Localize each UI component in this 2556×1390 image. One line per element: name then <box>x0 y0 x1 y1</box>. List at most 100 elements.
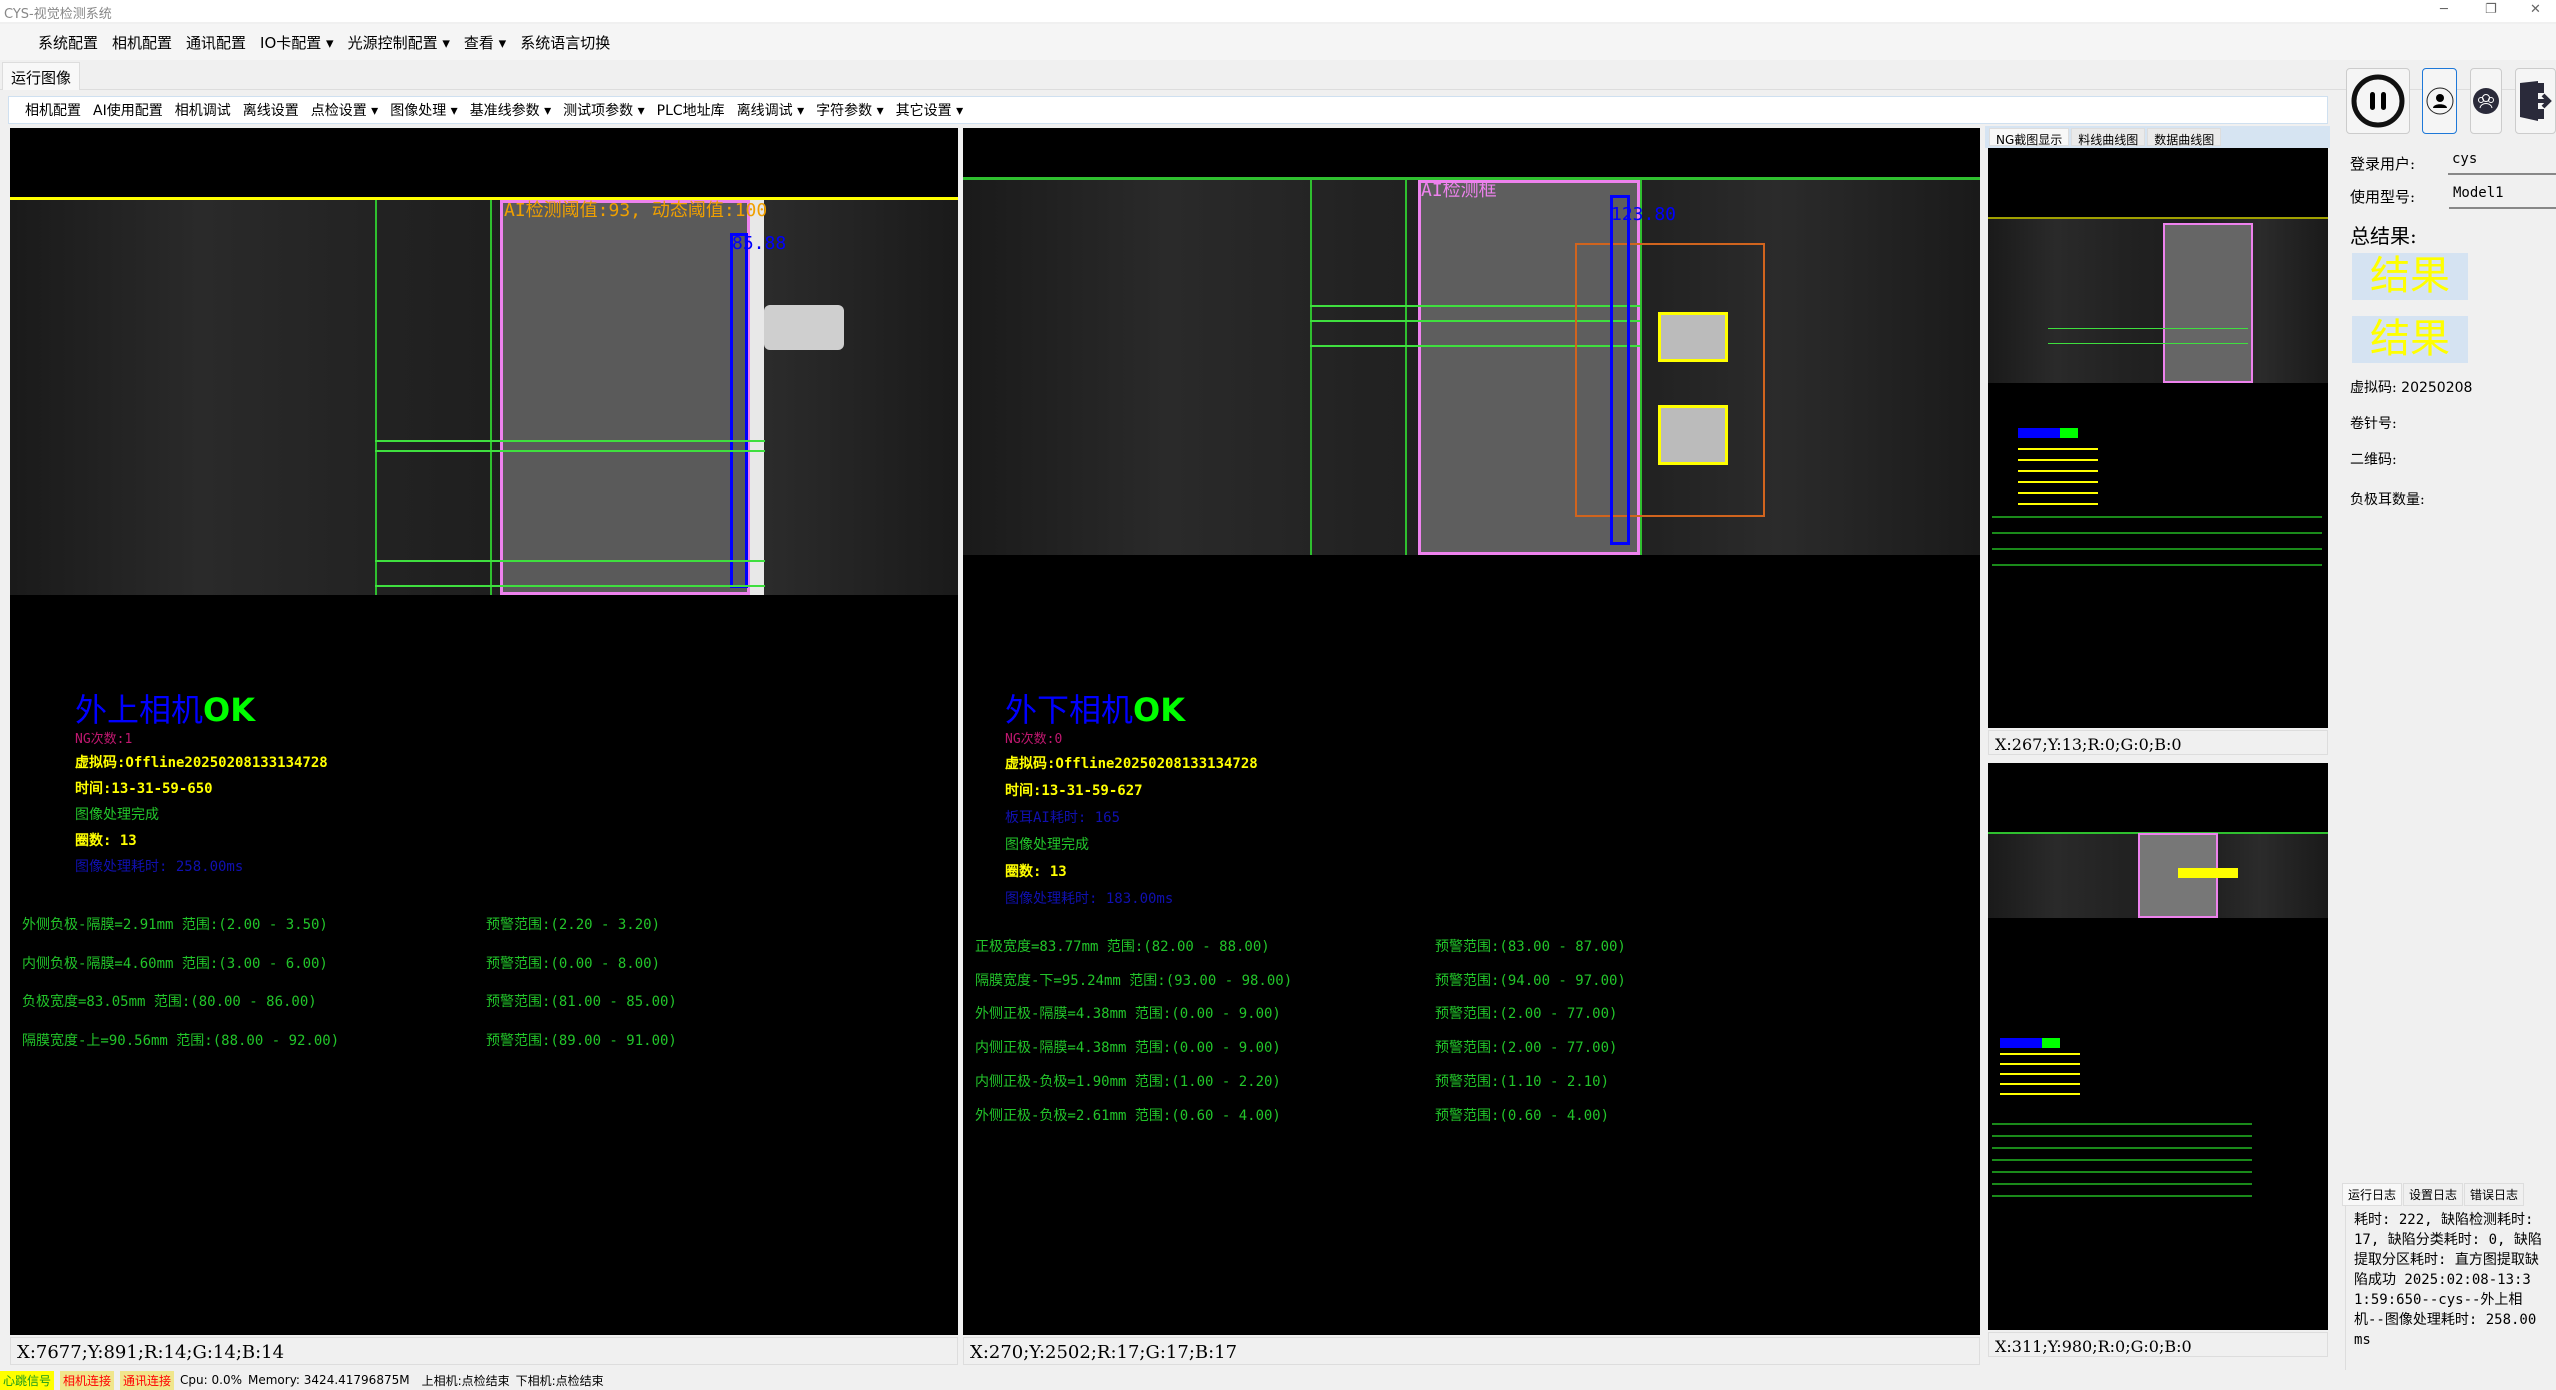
toolbar-baseline-params[interactable]: 基准线参数 ▾ <box>469 103 552 119</box>
tab-strip <box>0 62 2556 90</box>
tab-material-curve[interactable]: 料线曲线图 <box>2071 128 2146 147</box>
time: 时间:13-31-59-650 <box>75 781 213 797</box>
pause-icon <box>2351 74 2405 128</box>
processing-status: 图像处理完成 <box>1005 837 1089 853</box>
warning-range: 预警范围:(81.00 - 85.00) <box>486 994 677 1010</box>
overlay-value: 123.80 <box>1611 204 1677 225</box>
pixel-coordinate-readout: X:311;Y:980;R:0;G:0;B:0 <box>1988 1332 2328 1357</box>
measurement-row: 外侧负极-隔膜=2.91mm 范围:(2.00 - 3.50) <box>22 917 328 933</box>
toolbar-camera-debug[interactable]: 相机调试 <box>174 103 231 119</box>
memory-usage: Memory: 3424.41796875M <box>248 1373 410 1387</box>
menu-light-config[interactable]: 光源控制配置 ▾ <box>347 33 450 52</box>
virtual-code: 虚拟码:Offline20250208133134728 <box>1005 756 1258 772</box>
model-label: 使用型号: <box>2350 188 2416 206</box>
tab-run-log[interactable]: 运行日志 <box>2342 1183 2403 1206</box>
ok-status: OK <box>1133 691 1186 729</box>
user-button[interactable] <box>2422 68 2457 134</box>
measurement-row: 负极宽度=83.05mm 范围:(80.00 - 86.00) <box>22 994 317 1010</box>
exit-icon <box>2519 81 2552 121</box>
measurement-row: 外侧正极-隔膜=4.38mm 范围:(0.00 - 9.00) <box>975 1006 1281 1022</box>
measurement-row: 隔膜宽度-下=95.24mm 范围:(93.00 - 98.00) <box>975 973 1293 989</box>
upper-camera-status: 上相机:点检结束 <box>421 1373 510 1388</box>
toolbar-image-processing[interactable]: 图像处理 ▾ <box>390 103 458 119</box>
warning-range: 预警范围:(89.00 - 91.00) <box>486 1033 677 1049</box>
menu-language[interactable]: 系统语言切换 <box>520 33 611 52</box>
total-result-label: 总结果: <box>2350 224 2417 248</box>
ai-threshold-label: AI检测阈值:93, 动态阈值:100 <box>504 200 768 221</box>
toolbar-camera-config[interactable]: 相机配置 <box>25 103 81 119</box>
measurement-row: 外侧正极-负极=2.61mm 范围:(0.60 - 4.00) <box>975 1108 1281 1124</box>
warning-range: 预警范围:(2.20 - 3.20) <box>486 917 661 933</box>
warning-range: 预警范围:(83.00 - 87.00) <box>1435 939 1626 955</box>
pixel-coordinate-readout: X:7677;Y:891;R:14;G:14;B:14 <box>10 1337 958 1365</box>
users-icon <box>2473 88 2499 114</box>
menu-io-config[interactable]: IO卡配置 ▾ <box>260 33 334 52</box>
needle-number-label: 卷针号: <box>2350 416 2397 432</box>
minimize-button[interactable]: ─ <box>2440 2 2448 17</box>
virtual-code-value: 20250208 <box>2401 380 2473 396</box>
lap-count: 圈数: 13 <box>75 833 137 849</box>
measurement-row: 内侧正极-负极=1.90mm 范围:(1.00 - 2.20) <box>975 1074 1281 1090</box>
camera-result-title: 外下相机OK <box>1005 691 1186 729</box>
measurement-row: 内侧正极-隔膜=4.38mm 范围:(0.00 - 9.00) <box>975 1040 1281 1056</box>
toolbar-spot-check[interactable]: 点检设置 ▾ <box>310 103 379 119</box>
ai-time: 板耳AI耗时: 165 <box>1005 810 1121 826</box>
toolbar-offline-settings[interactable]: 离线设置 <box>242 103 299 119</box>
login-user-label: 登录用户: <box>2350 155 2416 173</box>
camera-connection-indicator: 相机连接 <box>60 1370 115 1390</box>
warning-range: 预警范围:(0.60 - 4.00) <box>1435 1108 1610 1124</box>
tab-settings-log[interactable]: 设置日志 <box>2403 1183 2464 1206</box>
maximize-button[interactable]: ❐ <box>2485 2 2497 17</box>
virtual-code-label: 虚拟码: 20250208 <box>2350 380 2473 396</box>
qr-code-label: 二维码: <box>2350 452 2397 468</box>
log-tabs: 运行日志 设置日志 错误日志 <box>2342 1183 2525 1206</box>
toolbar-offline-debug[interactable]: 离线调试 ▾ <box>736 103 805 119</box>
toolbar-test-params[interactable]: 测试项参数 ▾ <box>563 103 645 119</box>
login-user-field[interactable]: cys <box>2448 149 2556 175</box>
ng-count: NG次数:1 <box>75 732 133 747</box>
camera-result-title: 外上相机OK <box>75 691 256 729</box>
user-icon <box>2426 87 2453 115</box>
users-button[interactable] <box>2470 68 2502 134</box>
menu-view[interactable]: 查看 ▾ <box>463 33 507 52</box>
lower-camera-status: 下相机:点检结束 <box>515 1373 604 1388</box>
status-bar: 心跳信号 相机连接 通讯连接 Cpu: 0.0% Memory: 3424.41… <box>0 1370 2556 1390</box>
measurement-row: 内侧负极-隔膜=4.60mm 范围:(3.00 - 6.00) <box>22 956 328 972</box>
warning-range: 预警范围:(0.00 - 8.00) <box>486 956 661 972</box>
processing-time: 图像处理耗时: 258.00ms <box>75 859 244 875</box>
toolbar-ai-config[interactable]: AI使用配置 <box>93 103 163 119</box>
ok-status: OK <box>203 691 256 729</box>
result-indicator-1: 结果 <box>2352 253 2468 300</box>
warning-range: 预警范围:(2.00 - 77.00) <box>1435 1040 1618 1056</box>
ai-detection-box <box>500 200 750 595</box>
pixel-coordinate-readout: X:267;Y:13;R:0;G:0;B:0 <box>1988 730 2328 755</box>
menu-system-config[interactable]: 系统配置 <box>38 33 99 52</box>
exit-button[interactable] <box>2515 68 2556 134</box>
lower-camera-view[interactable]: AI检测框 123.80 外下相机OK NG次数:0 虚拟码:Offline20… <box>963 128 1980 1335</box>
pause-button[interactable] <box>2346 68 2410 134</box>
cpu-usage: Cpu: 0.0% <box>180 1373 242 1387</box>
toolbar: 相机配置 AI使用配置 相机调试 离线设置 点检设置 ▾ 图像处理 ▾ 基准线参… <box>8 96 2328 124</box>
menu-comm-config[interactable]: 通讯配置 <box>186 33 247 52</box>
ng-screenshot-bottom[interactable] <box>1988 763 2328 1330</box>
tab-count-label: 负极耳数量: <box>2350 492 2425 508</box>
ng-panel-tabs: NG截图显示 料线曲线图 数据曲线图 <box>1985 126 2330 148</box>
toolbar-plc-address[interactable]: PLC地址库 <box>656 103 725 119</box>
ng-screenshot-top[interactable] <box>1988 148 2328 728</box>
close-button[interactable]: ✕ <box>2530 2 2541 17</box>
tab-error-log[interactable]: 错误日志 <box>2464 1183 2525 1206</box>
upper-camera-view[interactable]: AI检测阈值:93, 动态阈值:100 85.88 外上相机OK NG次数:1 … <box>10 128 958 1335</box>
title-bar: CYS-视觉检测系统 <box>0 0 2556 22</box>
run-log-text: 耗时: 222, 缺陷检测耗时: 17, 缺陷分类耗时: 0, 缺陷提取分区耗时… <box>2345 1206 2550 1370</box>
tab-ng-screenshot[interactable]: NG截图显示 <box>1989 128 2070 147</box>
tab-data-curve[interactable]: 数据曲线图 <box>2147 128 2222 147</box>
tab-run-image[interactable]: 运行图像 <box>2 62 81 90</box>
ai-detection-box <box>1418 180 1640 555</box>
time: 时间:13-31-59-627 <box>1005 783 1143 799</box>
toolbar-other-settings[interactable]: 其它设置 ▾ <box>895 103 964 119</box>
pixel-coordinate-readout: X:270;Y:2502;R:17;G:17;B:17 <box>963 1337 1980 1365</box>
model-field[interactable]: Model1 <box>2449 183 2556 209</box>
window-title: CYS-视觉检测系统 <box>4 7 112 22</box>
toolbar-char-params[interactable]: 字符参数 ▾ <box>816 103 884 119</box>
menu-camera-config[interactable]: 相机配置 <box>112 33 173 52</box>
